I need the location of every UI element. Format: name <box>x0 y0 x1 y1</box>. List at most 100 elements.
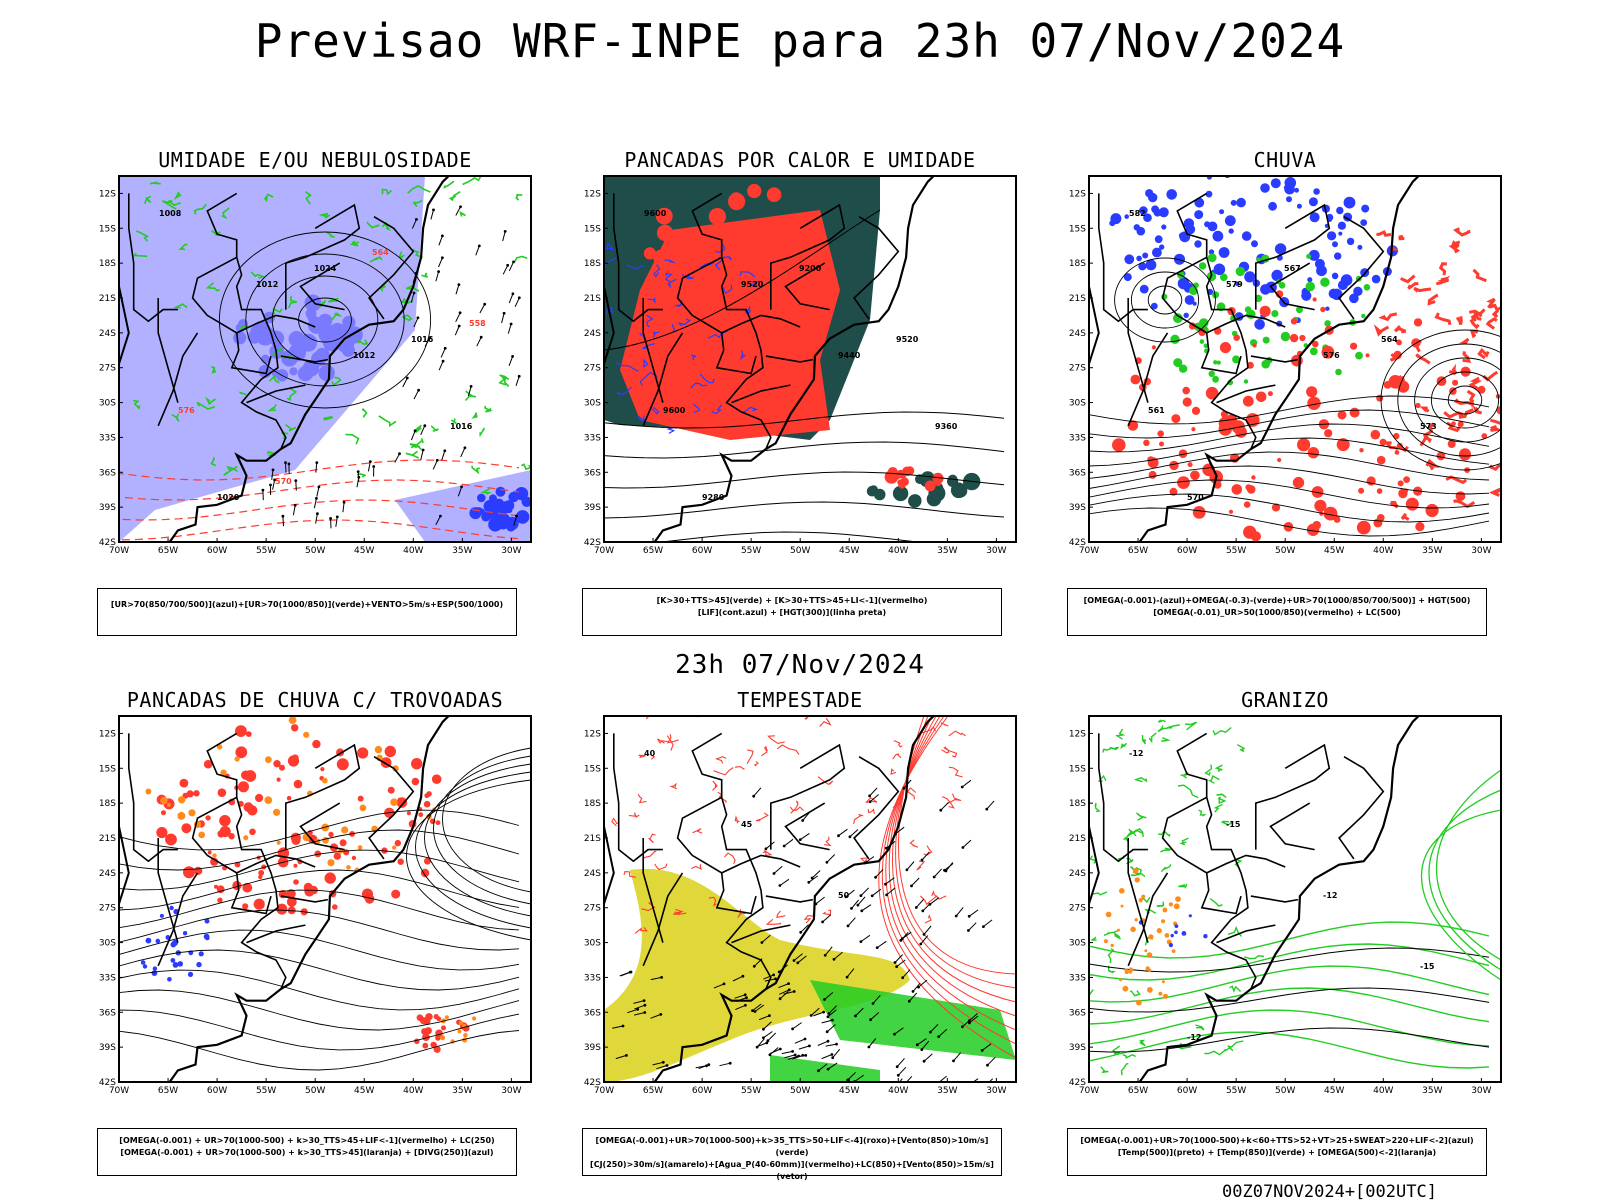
lat-tick-label: 12S <box>584 189 601 199</box>
contour-label: -15 <box>1420 962 1435 971</box>
panel-title: PANCADAS POR CALOR E UMIDADE <box>580 148 1020 172</box>
lat-tick-label: 24S <box>584 869 601 879</box>
lon-tick-label: 40W <box>1373 1086 1393 1096</box>
lon-tick-label: 50W <box>305 546 325 556</box>
contour-label: 9280 <box>702 493 725 502</box>
contour-label: 9360 <box>935 422 958 431</box>
lon-tick-label: 40W <box>403 1086 423 1096</box>
lon-tick-label: 60W <box>207 546 227 556</box>
lon-tick-label: 70W <box>594 546 614 556</box>
contour-label: 9520 <box>741 280 764 289</box>
lon-tick-label: 50W <box>1275 1086 1295 1096</box>
lat-tick-label: 30S <box>1069 939 1086 949</box>
lon-tick-label: 35W <box>452 546 472 556</box>
lat-tick-label: 21S <box>584 294 601 304</box>
caption-line: [LIF](cont.azul) + [HGT(300)](linha pret… <box>583 607 1001 619</box>
lat-tick-label: 39S <box>584 1043 601 1053</box>
contour-label: 1024 <box>314 264 337 273</box>
lat-tick-label: 30S <box>584 399 601 409</box>
lon-tick-label: 60W <box>207 1086 227 1096</box>
contour-label: 1020 <box>217 493 240 502</box>
lon-tick-label: 30W <box>501 546 521 556</box>
lat-tick-label: 36S <box>99 468 116 478</box>
lon-tick-label: 35W <box>1422 546 1442 556</box>
lon-tick-label: 45W <box>839 1086 859 1096</box>
lat-tick-label: 21S <box>1069 294 1086 304</box>
lat-tick-label: 21S <box>584 834 601 844</box>
contour-label: -12 <box>1129 749 1143 758</box>
panel-title: TEMPESTADE <box>580 688 1020 712</box>
lat-tick-label: 27S <box>1069 904 1086 914</box>
contour-label: 561 <box>1148 406 1165 415</box>
lon-tick-label: 70W <box>109 1086 129 1096</box>
caption-line: [OMEGA(-0.001)-(azul)+OMEGA(-0.3)-(verde… <box>1068 595 1486 607</box>
contour-label: 1016 <box>450 422 473 431</box>
lat-tick-label: 36S <box>1069 468 1086 478</box>
lon-tick-label: 30W <box>1471 546 1491 556</box>
lat-tick-label: 30S <box>1069 399 1086 409</box>
lon-tick-label: 70W <box>594 1086 614 1096</box>
caption-line: [OMEGA(-0.01)_UR>50(1000/850)(vermelho) … <box>1068 607 1486 619</box>
lon-tick-label: 30W <box>986 546 1006 556</box>
lat-tick-label: 39S <box>584 503 601 513</box>
caption-line: [OMEGA(-0.001)+UR>70(1000-500)+k<60+TTS>… <box>1068 1135 1486 1147</box>
map-svg: 40455012S15S18S21S24S27S30S33S36S39S42S7… <box>580 710 1020 1120</box>
panel-caption: [OMEGA(-0.001) + UR>70(1000-500) + k>30_… <box>97 1128 517 1176</box>
lat-tick-label: 30S <box>99 399 116 409</box>
contour-label: 573 <box>1420 422 1437 431</box>
lat-tick-label: 24S <box>584 329 601 339</box>
contour-label: 564 <box>1381 335 1398 344</box>
contour-label: 9600 <box>644 209 667 218</box>
main-title: Previsao WRF-INPE para 23h 07/Nov/2024 <box>0 14 1600 68</box>
panel-caption: [K>30+TTS>45](verde) + [K>30+TTS>45+LI<-… <box>582 588 1002 636</box>
lat-tick-label: 15S <box>584 224 601 234</box>
panel-title: PANCADAS DE CHUVA C/ TROVOADAS <box>95 688 535 712</box>
contour-label: 579 <box>1226 280 1243 289</box>
lon-tick-label: 45W <box>1324 1086 1344 1096</box>
lat-tick-label: 21S <box>99 294 116 304</box>
contour-label: 1012 <box>256 280 278 289</box>
contour-label: 1012 <box>353 351 375 360</box>
contour-label: 40 <box>644 749 656 758</box>
contour-label: 9520 <box>896 335 919 344</box>
map-svg: -12-15-12-15-1212S15S18S21S24S27S30S33S3… <box>1065 710 1505 1120</box>
lon-tick-label: 50W <box>790 1086 810 1096</box>
lon-tick-label: 40W <box>1373 546 1393 556</box>
lon-tick-label: 60W <box>1177 1086 1197 1096</box>
lon-tick-label: 35W <box>1422 1086 1442 1096</box>
contour-label: -15 <box>1226 820 1241 829</box>
lon-tick-label: 35W <box>937 546 957 556</box>
contour-label: 564 <box>372 248 389 257</box>
lat-tick-label: 39S <box>99 1043 116 1053</box>
lon-tick-label: 35W <box>937 1086 957 1096</box>
lat-tick-label: 27S <box>99 904 116 914</box>
lat-tick-label: 33S <box>1069 433 1086 443</box>
caption-line: [OMEGA(-0.001) + UR>70(1000-500) + k>30_… <box>98 1135 516 1147</box>
lat-tick-label: 30S <box>99 939 116 949</box>
contour-label: -12 <box>1323 891 1337 900</box>
lat-tick-label: 21S <box>99 834 116 844</box>
contour-label: 576 <box>1323 351 1340 360</box>
contour-label: 50 <box>838 891 850 900</box>
lat-tick-label: 33S <box>99 973 116 983</box>
lon-tick-label: 65W <box>1128 1086 1148 1096</box>
lat-tick-label: 36S <box>584 468 601 478</box>
lat-tick-label: 33S <box>584 433 601 443</box>
lon-tick-label: 40W <box>888 546 908 556</box>
panel-caption: [OMEGA(-0.001)+UR>70(1000-500)+k>35_TTS>… <box>582 1128 1002 1176</box>
lon-tick-label: 55W <box>1226 546 1246 556</box>
lat-tick-label: 18S <box>1069 799 1086 809</box>
lat-tick-label: 27S <box>1069 364 1086 374</box>
panel-title: CHUVA <box>1065 148 1505 172</box>
lat-tick-label: 18S <box>584 259 601 269</box>
contour-label: 582 <box>1129 209 1146 218</box>
lon-tick-label: 70W <box>109 546 129 556</box>
lat-tick-label: 12S <box>99 729 116 739</box>
lat-tick-label: 24S <box>99 869 116 879</box>
lon-tick-label: 30W <box>986 1086 1006 1096</box>
lon-tick-label: 50W <box>790 546 810 556</box>
